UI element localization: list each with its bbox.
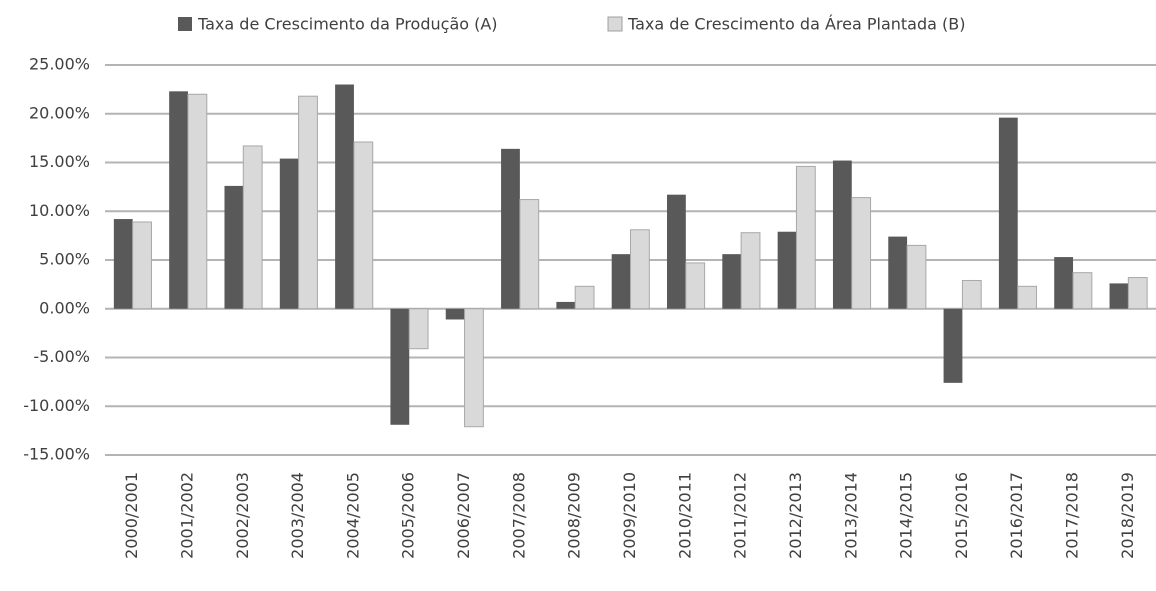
- x-tick-label: 2004/2005: [343, 472, 362, 559]
- legend-swatch: [607, 16, 623, 32]
- x-tick-label: 2003/2004: [288, 472, 307, 559]
- bar: [353, 141, 374, 310]
- bar: [722, 254, 742, 309]
- y-tick-label: -10.00%: [23, 396, 90, 415]
- y-tick-label: -5.00%: [33, 347, 90, 366]
- x-tick-label: 2007/2008: [509, 472, 528, 559]
- legend-swatch: [178, 17, 192, 31]
- bar: [611, 254, 631, 309]
- bar: [740, 232, 761, 310]
- bar: [279, 158, 299, 309]
- bar: [574, 285, 595, 310]
- x-tick-label: 2013/2014: [841, 472, 860, 559]
- x-tick-label: 2016/2017: [1007, 472, 1026, 559]
- y-tick-label: 15.00%: [29, 152, 90, 171]
- x-tick-label: 2012/2013: [786, 472, 805, 559]
- bar: [943, 308, 963, 383]
- bar: [169, 91, 188, 309]
- x-tick-label: 2014/2015: [897, 472, 916, 559]
- bar: [1017, 285, 1038, 310]
- y-tick-label: 10.00%: [29, 201, 90, 220]
- bar: [888, 236, 908, 309]
- bar: [1072, 272, 1093, 310]
- bar: [1127, 277, 1148, 310]
- x-tick-label: 2005/2006: [399, 472, 418, 559]
- bar: [113, 219, 133, 309]
- bar: [187, 93, 208, 310]
- bar: [961, 279, 982, 310]
- bar: [464, 308, 484, 428]
- x-tick-label: 2006/2007: [454, 472, 473, 559]
- x-tick-label: 2011/2012: [731, 472, 750, 559]
- bar: [1109, 283, 1129, 309]
- bar: [998, 117, 1018, 309]
- bar: [630, 229, 650, 310]
- bar: [445, 308, 465, 320]
- x-tick-label: 2015/2016: [952, 472, 971, 559]
- legend-label: Taxa de Crescimento da Produção (A): [197, 15, 498, 34]
- bar: [298, 95, 318, 310]
- x-tick-label: 2000/2001: [122, 472, 141, 559]
- bar: [851, 197, 872, 310]
- x-tick-label: 2018/2019: [1118, 472, 1137, 559]
- y-tick-label: 5.00%: [39, 250, 90, 269]
- bar: [906, 244, 927, 310]
- bar: [335, 84, 354, 309]
- bar: [132, 221, 152, 310]
- bar: [1054, 257, 1074, 309]
- bar: [242, 145, 263, 310]
- y-tick-label: 20.00%: [29, 103, 90, 122]
- y-tick-label: 0.00%: [39, 298, 90, 317]
- bar: [556, 301, 576, 309]
- x-tick-label: 2010/2011: [675, 472, 694, 559]
- x-tick-label: 2009/2010: [620, 472, 639, 559]
- bar: [685, 262, 706, 310]
- bar: [795, 165, 816, 310]
- bar: [501, 148, 520, 309]
- x-tick-label: 2001/2002: [177, 472, 196, 559]
- bar: [390, 308, 410, 425]
- y-tick-label: -15.00%: [23, 445, 90, 464]
- legend-label: Taxa de Crescimento da Área Plantada (B): [627, 15, 966, 34]
- x-tick-label: 2002/2003: [233, 472, 252, 559]
- y-tick-label: 25.00%: [29, 55, 90, 74]
- bar: [832, 160, 852, 309]
- bar: [408, 308, 429, 350]
- bar: [777, 231, 797, 309]
- bar: [224, 185, 244, 309]
- x-tick-label: 2017/2018: [1063, 472, 1082, 559]
- bar: [519, 199, 540, 310]
- x-tick-label: 2008/2009: [565, 472, 584, 559]
- bar: [667, 194, 686, 309]
